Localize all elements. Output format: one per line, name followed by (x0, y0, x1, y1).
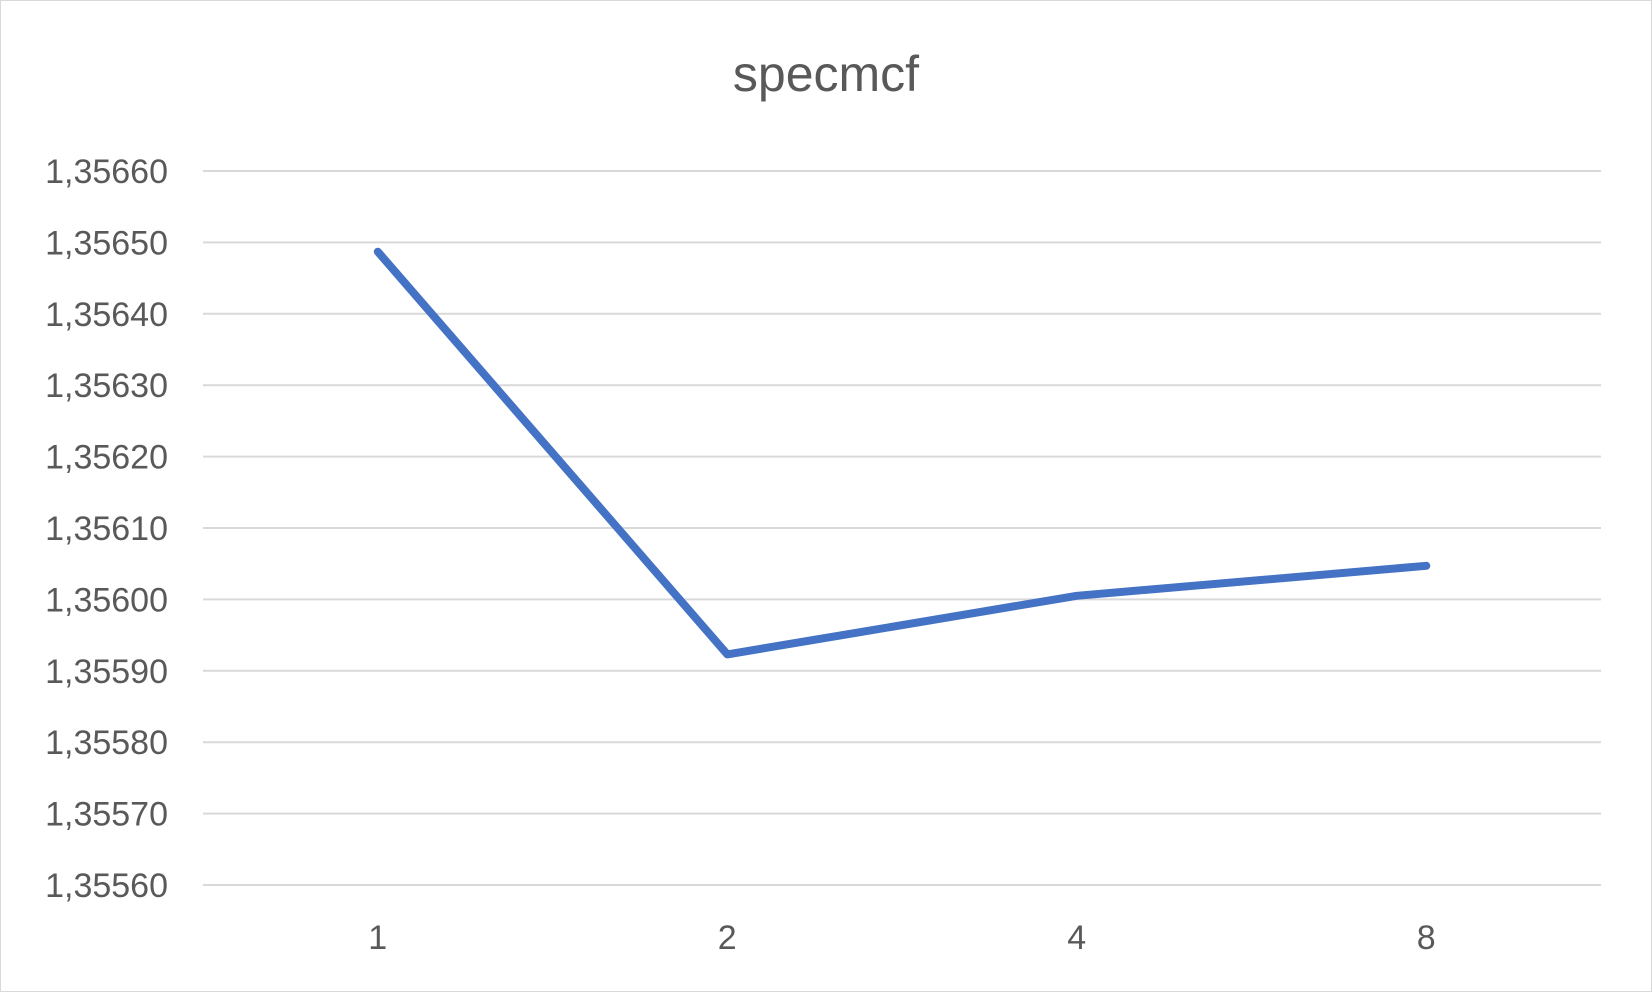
y-tick-label: 1,35560 (45, 867, 168, 905)
x-tick-label: 1 (368, 919, 387, 957)
y-tick-label: 1,35570 (45, 796, 168, 834)
gridlines (203, 170, 1601, 886)
y-tick-label: 1,35650 (45, 224, 168, 262)
x-axis-tick-labels: 1 2 4 8 (368, 919, 1435, 957)
y-tick-label: 1,35640 (45, 296, 168, 334)
x-tick-label: 4 (1067, 919, 1086, 957)
y-tick-label: 1,35600 (45, 581, 168, 619)
y-tick-label: 1,35620 (45, 439, 168, 477)
y-tick-label: 1,35590 (45, 653, 168, 691)
chart-title: specmcf (733, 46, 919, 102)
y-tick-label: 1,35580 (45, 724, 168, 762)
y-axis-tick-labels: 1,35560 1,35570 1,35580 1,35590 1,35600 1,356… (45, 153, 168, 905)
series-line (373, 247, 1431, 659)
y-tick-label: 1,35610 (45, 510, 168, 548)
y-tick-label: 1,35630 (45, 367, 168, 405)
y-tick-label: 1,35660 (45, 153, 168, 191)
series-lines (373, 247, 1431, 659)
x-tick-label: 8 (1417, 919, 1436, 957)
x-tick-label: 2 (718, 919, 737, 957)
